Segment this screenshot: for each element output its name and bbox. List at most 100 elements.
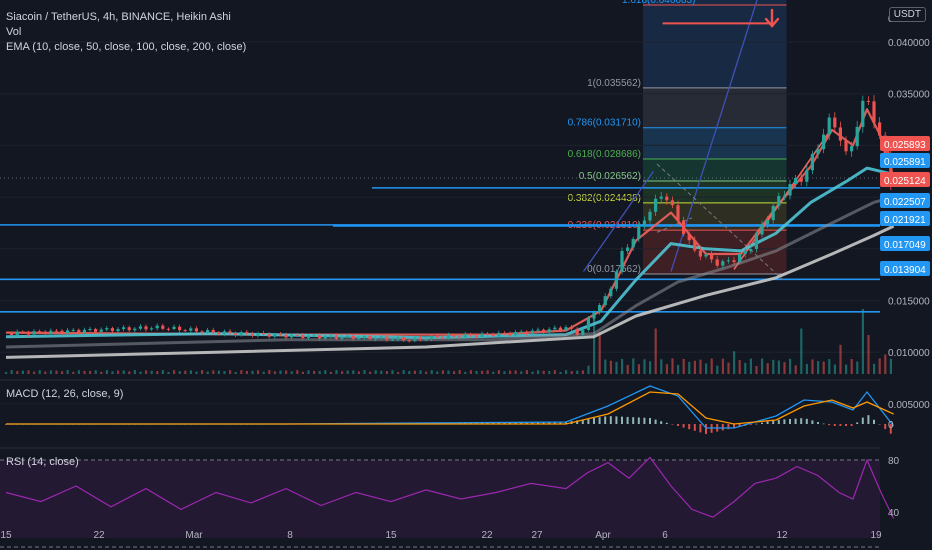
candle-body: [458, 336, 462, 338]
candle-body: [346, 335, 350, 338]
volume-bar: [402, 370, 405, 374]
volume-bar: [38, 370, 41, 374]
macd-histogram-bar: [800, 418, 803, 424]
volume-bar: [822, 361, 825, 374]
candle-body: [665, 196, 669, 201]
volume-bar: [615, 361, 618, 374]
volume-bar: [189, 370, 192, 374]
volume-bar: [94, 370, 97, 374]
volume-bar: [212, 370, 215, 374]
macd-histogram-bar: [593, 418, 595, 424]
macd-histogram-bar: [884, 424, 887, 430]
price-tag-bg: [880, 236, 930, 251]
currency-unit-button[interactable]: USDT: [888, 7, 926, 22]
candle-body: [822, 134, 826, 150]
volume-bar: [738, 360, 741, 374]
volume-bar: [458, 370, 461, 374]
candle-body: [547, 329, 551, 333]
price-tag-text: 0.025893: [884, 140, 926, 151]
volume-bar: [55, 370, 58, 374]
candle-body: [54, 330, 58, 332]
macd-histogram-bar: [693, 424, 696, 431]
volume-bar: [290, 371, 293, 374]
volume-bar: [699, 359, 702, 374]
candle-body: [430, 335, 434, 340]
volume-bar: [324, 370, 327, 374]
price-tag: 0.025124: [880, 172, 930, 187]
candle-body: [598, 305, 602, 313]
volume-bar: [369, 371, 372, 374]
candle-body: [631, 238, 635, 248]
volume-bar: [811, 359, 814, 374]
volume-bar: [363, 370, 366, 374]
macd-histogram-bar: [665, 422, 668, 424]
time-axis[interactable]: 15 22 Mar 8 15 22 27 Apr 6 12 19: [0, 530, 882, 541]
support-resistance-lines[interactable]: [0, 187, 880, 313]
macd-tick-label: 0: [888, 420, 894, 431]
candle-body: [592, 312, 596, 319]
annotations: [662, 8, 780, 28]
volume-bar: [27, 370, 30, 374]
price-tag-bg: [880, 193, 930, 208]
volume-bar: [329, 371, 332, 374]
fib-band: [643, 180, 787, 203]
fib-level-label: 0.786(0.031710): [568, 118, 641, 129]
macd-histogram-bar: [749, 424, 752, 425]
volume-legend[interactable]: Vol: [6, 26, 22, 38]
candle-body: [620, 250, 624, 272]
macd-histogram-bar: [772, 420, 775, 424]
candle-body: [626, 247, 630, 251]
macd-histogram-bar: [873, 419, 875, 424]
candle-body: [222, 331, 226, 335]
macd-histogram-bar: [738, 424, 741, 427]
candle-body: [390, 339, 394, 341]
candle-body: [94, 328, 98, 332]
volume-bar: [385, 371, 388, 374]
candle-body: [642, 220, 646, 226]
candle-body: [228, 331, 232, 334]
candle-body: [379, 336, 383, 339]
candle-body: [374, 338, 378, 340]
fib-band: [643, 87, 787, 128]
volume-bar: [122, 370, 125, 374]
time-tick-label: 15: [385, 530, 397, 541]
volume-bar: [335, 370, 338, 374]
volume-bar: [234, 371, 237, 374]
volume-bar: [21, 370, 24, 374]
volume-bar: [206, 371, 209, 374]
macd-histogram-bar: [755, 423, 758, 425]
price-tick-label: 0.040000: [888, 38, 930, 49]
ema-legend[interactable]: EMA (10, close, 50, close, 100, close, 2…: [6, 41, 247, 53]
volume-bar: [643, 359, 646, 374]
volume-bar: [604, 359, 607, 374]
candle-body: [10, 333, 14, 336]
candle-body: [105, 328, 109, 330]
rsi-legend[interactable]: RSI (14, close): [6, 456, 79, 468]
macd-histogram-bar: [503, 422, 506, 424]
candle-body: [799, 178, 803, 182]
volume-bar: [609, 360, 612, 374]
macd-histogram-bar: [559, 422, 562, 424]
macd-histogram-bar: [861, 417, 864, 424]
candle-body: [637, 225, 641, 239]
macd-legend[interactable]: MACD (12, 26, close, 9): [6, 388, 124, 400]
candle-body: [312, 335, 316, 337]
volume-bar: [397, 372, 400, 374]
volume-bar: [486, 370, 489, 374]
symbol-legend[interactable]: Siacoin / TetherUS, 4h, BINANCE, Heikin …: [6, 11, 231, 23]
price-tag: 0.021921: [880, 211, 930, 226]
candle-body: [43, 331, 47, 334]
price-tag: 0.013904: [880, 261, 930, 276]
volume-bar: [878, 358, 881, 374]
fibonacci-retracement-zone[interactable]: 1.618(0.046683) 1(0.035562) 0.786(0.031710…: [568, 0, 787, 275]
time-tick-label: 12: [776, 530, 788, 541]
volume-bar: [749, 358, 752, 374]
volume-bar: [565, 370, 568, 374]
volume-bar: [581, 370, 584, 374]
volume-bar: [800, 328, 803, 374]
candle-body: [323, 336, 327, 339]
candle-body: [491, 334, 495, 337]
volume-bar: [33, 371, 36, 374]
volume-bar: [733, 351, 736, 374]
